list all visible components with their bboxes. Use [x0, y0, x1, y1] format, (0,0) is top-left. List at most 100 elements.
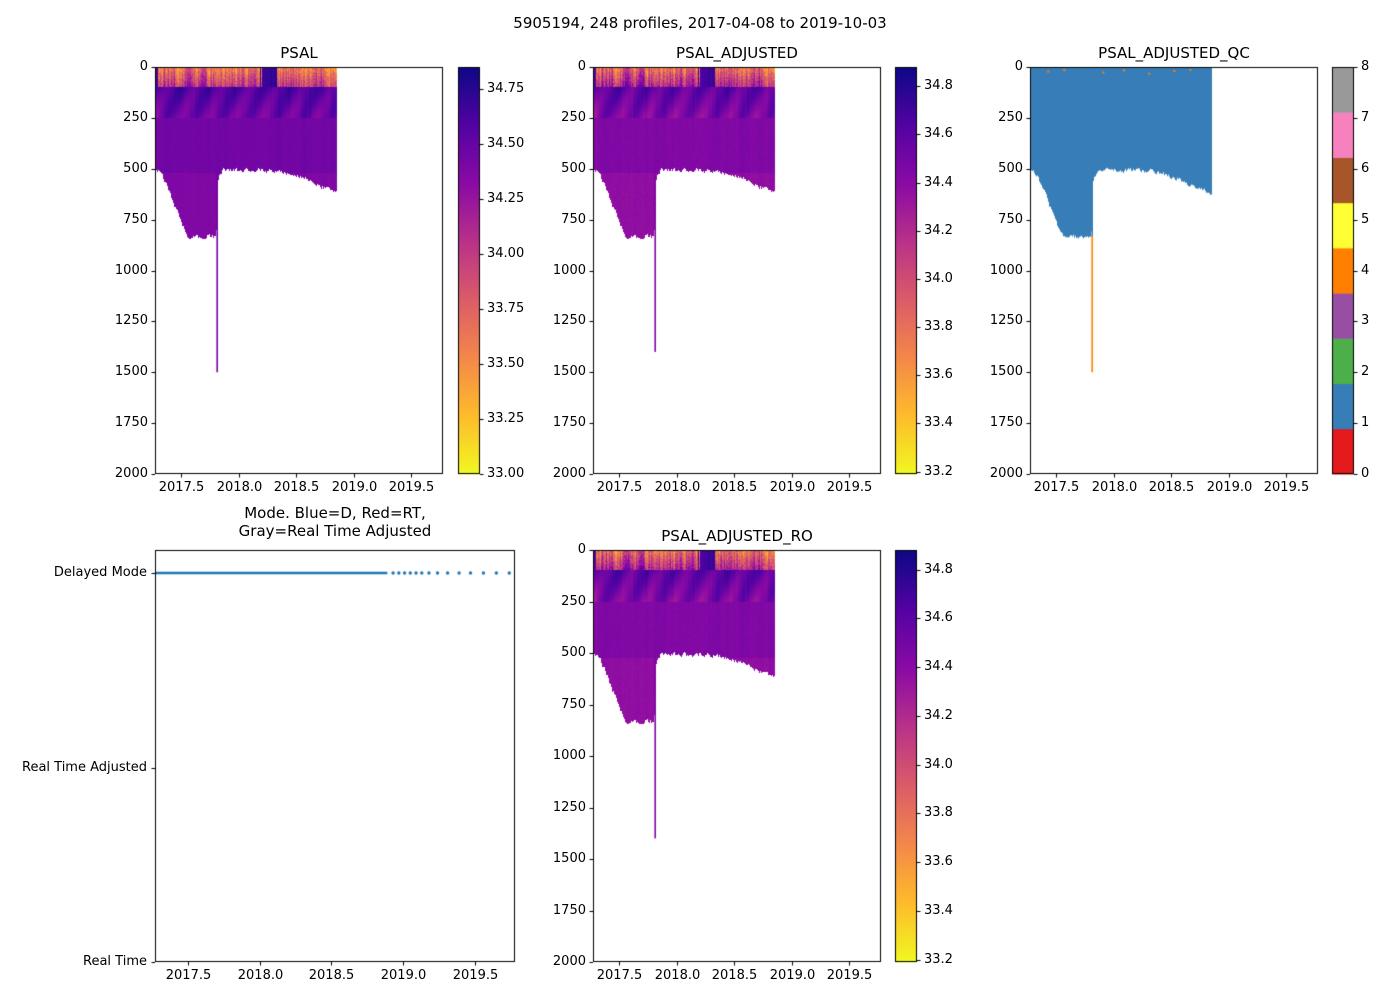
colorbar-tick-label: 34.6: [924, 125, 953, 141]
y-tick-label: 1500: [114, 363, 148, 379]
colorbar-tick-label: 34.4: [924, 658, 953, 674]
x-tick-label: 2018.0: [654, 480, 701, 495]
y-tick-label: 1750: [552, 414, 586, 430]
colorbar-tick-label: 34.4: [924, 174, 953, 190]
x-tick-label: 2019.0: [769, 968, 816, 983]
y-tick-label: 1000: [989, 262, 1023, 278]
colorbar-tick-label: 34.0: [924, 270, 953, 286]
y-category-label: Real Time: [83, 953, 147, 969]
colorbar-tick-label: 6: [1361, 160, 1370, 176]
x-tick-label: 2018.5: [711, 480, 758, 495]
x-tick-label: 2019.5: [452, 968, 499, 983]
y-tick-label: 1500: [989, 363, 1023, 379]
colorbar-tick-label: 2: [1361, 363, 1370, 379]
x-tick-label: 2017.5: [596, 968, 643, 983]
y-tick-label: 500: [998, 160, 1023, 176]
y-category-label: Delayed Mode: [53, 564, 147, 580]
colorbar-tick-label: 34.00: [487, 245, 525, 261]
colorbar-tick-label: 33.4: [924, 902, 953, 918]
x-tick-label: 2019.0: [380, 968, 427, 983]
panel-title-psal-adjusted-ro: PSAL_ADJUSTED_RO: [661, 527, 813, 545]
y-category-label: Real Time Adjusted: [22, 759, 147, 775]
colorbar-tick-label: 34.25: [487, 190, 525, 206]
panel-title-psal: PSAL: [280, 44, 318, 62]
colorbar-tick-label: 33.4: [924, 414, 953, 430]
colorbar-tick-label: 33.8: [924, 318, 953, 334]
y-tick-label: 750: [561, 696, 586, 712]
colorbar-tick-label: 3: [1361, 312, 1370, 328]
y-tick-label: 1250: [552, 312, 586, 328]
y-tick-label: 1500: [552, 850, 586, 866]
x-tick-label: 2019.0: [769, 480, 816, 495]
y-tick-label: 2000: [552, 465, 586, 481]
panel-title-mode: Mode. Blue=D, Red=RT, Gray=Real Time Adj…: [155, 504, 515, 540]
colorbar-tick-label: 34.2: [924, 222, 953, 238]
colorbar-tick-label: 34.8: [924, 77, 953, 93]
colorbar-tick-label: 34.2: [924, 707, 953, 723]
y-tick-label: 2000: [114, 465, 148, 481]
x-tick-label: 2018.0: [237, 968, 284, 983]
mode-title-line-2: Gray=Real Time Adjusted: [238, 522, 432, 540]
y-tick-label: 1500: [552, 363, 586, 379]
x-tick-label: 2019.5: [388, 480, 435, 495]
colorbar-tick-label: 33.00: [487, 465, 525, 481]
y-tick-label: 1750: [989, 414, 1023, 430]
x-tick-label: 2019.5: [826, 968, 873, 983]
colorbar-tick-label: 33.8: [924, 804, 953, 820]
y-tick-label: 250: [123, 109, 148, 125]
y-tick-label: 1250: [989, 312, 1023, 328]
y-tick-label: 1000: [552, 262, 586, 278]
colorbar-tick-label: 0: [1361, 465, 1370, 481]
y-tick-label: 750: [561, 211, 586, 227]
y-tick-label: 1250: [114, 312, 148, 328]
y-tick-label: 250: [998, 109, 1023, 125]
colorbar-tick-label: 34.8: [924, 561, 953, 577]
colorbar-tick-label: 34.0: [924, 756, 953, 772]
colorbar-tick-label: 33.6: [924, 366, 953, 382]
x-tick-label: 2018.5: [308, 968, 355, 983]
colorbar-tick-label: 34.75: [487, 80, 525, 96]
y-tick-label: 500: [123, 160, 148, 176]
y-tick-label: 2000: [989, 465, 1023, 481]
x-tick-label: 2018.5: [711, 968, 758, 983]
y-tick-label: 1000: [552, 747, 586, 763]
x-tick-label: 2019.5: [826, 480, 873, 495]
y-tick-label: 0: [577, 58, 586, 74]
colorbar-tick-label: 33.2: [924, 951, 953, 967]
colorbar-tick-label: 33.25: [487, 410, 525, 426]
y-tick-label: 1000: [114, 262, 148, 278]
x-tick-label: 2018.5: [1148, 480, 1195, 495]
x-tick-label: 2018.0: [1091, 480, 1138, 495]
x-tick-label: 2017.5: [596, 480, 643, 495]
colorbar-tick-label: 34.50: [487, 135, 525, 151]
colorbar-tick-label: 4: [1361, 262, 1370, 278]
panel-title-psal-adjusted-qc: PSAL_ADJUSTED_QC: [1098, 44, 1250, 62]
x-tick-label: 2017.5: [165, 968, 212, 983]
colorbar-tick-label: 33.50: [487, 355, 525, 371]
y-tick-label: 0: [577, 541, 586, 557]
y-tick-label: 0: [139, 58, 148, 74]
colorbar-tick-label: 33.6: [924, 853, 953, 869]
x-tick-label: 2018.5: [273, 480, 320, 495]
colorbar-tick-label: 34.6: [924, 609, 953, 625]
colorbar-tick-label: 8: [1361, 58, 1370, 74]
y-tick-label: 500: [561, 644, 586, 660]
x-tick-label: 2019.5: [1263, 480, 1310, 495]
colorbar-tick-label: 33.2: [924, 463, 953, 479]
y-tick-label: 250: [561, 109, 586, 125]
x-tick-label: 2018.0: [654, 968, 701, 983]
colorbar-tick-label: 1: [1361, 414, 1370, 430]
figure-title: 5905194, 248 profiles, 2017-04-08 to 201…: [513, 14, 887, 32]
y-tick-label: 1250: [552, 799, 586, 815]
y-tick-label: 500: [561, 160, 586, 176]
y-tick-label: 250: [561, 593, 586, 609]
colorbar-tick-label: 5: [1361, 211, 1370, 227]
x-tick-label: 2019.0: [1206, 480, 1253, 495]
y-tick-label: 1750: [552, 902, 586, 918]
x-tick-label: 2017.5: [1033, 480, 1080, 495]
y-tick-label: 1750: [114, 414, 148, 430]
x-tick-label: 2017.5: [158, 480, 205, 495]
y-tick-label: 2000: [552, 953, 586, 969]
